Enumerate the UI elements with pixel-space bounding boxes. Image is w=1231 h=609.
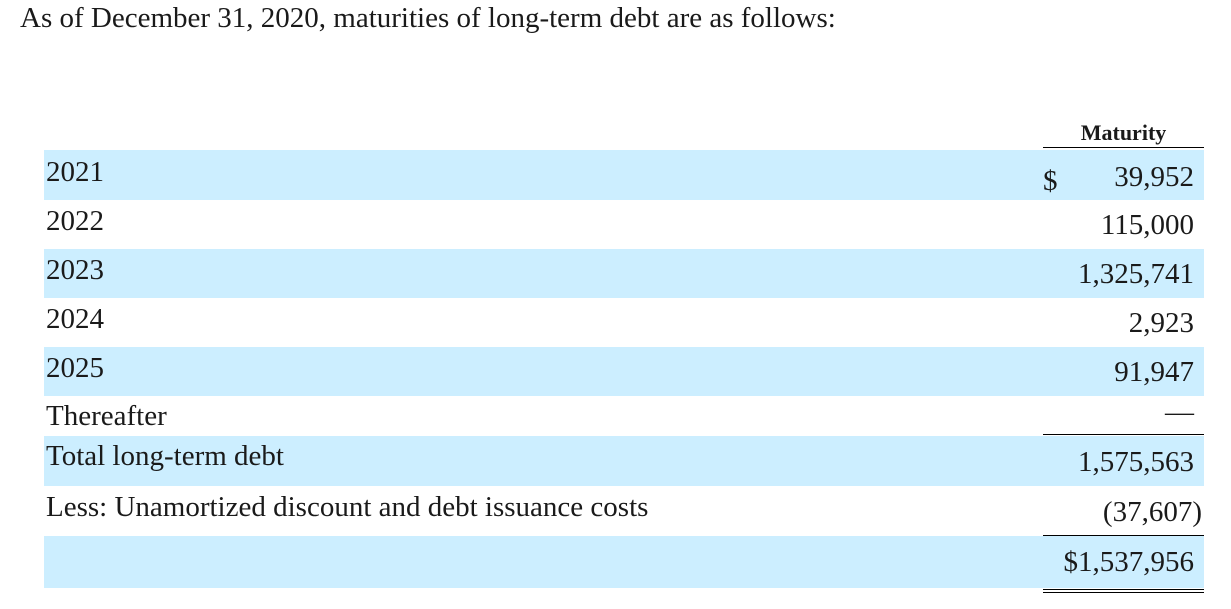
subtotal-rule [1043,434,1204,435]
row-amount: 2,923 [1128,307,1194,339]
row-label: 2022 [46,205,104,237]
table-row-net-total: $1,537,956 [44,536,1204,588]
table-row-2021: 2021 $ 39,952 [44,150,1204,200]
table-row-2024: 2024 2,923 [44,298,1204,347]
table-row-2025: 2025 91,947 [44,347,1204,396]
row-label: Total long-term debt [46,440,284,472]
total-double-rule [1043,589,1204,593]
table-row-total: Total long-term debt 1,575,563 [44,436,1204,486]
row-shade [44,347,1204,396]
row-amount: 1,575,563 [1078,446,1194,478]
currency-symbol: $ [1043,165,1058,197]
table-row-thereafter: Thereafter — [44,396,1204,436]
row-label: 2021 [46,156,104,188]
table-row-2023: 2023 1,325,741 [44,249,1204,298]
row-label: Thereafter [46,400,167,432]
row-shade [44,436,1204,486]
row-label: Less: Unamortized discount and debt issu… [46,491,649,523]
row-amount: (37,607) [1102,496,1202,528]
intro-text: As of December 31, 2020, maturities of l… [20,2,836,34]
row-label: 2024 [46,303,104,335]
less-rule [1043,535,1204,536]
row-amount: 91,947 [1114,356,1194,388]
row-shade [44,536,1204,588]
row-amount: — [1165,396,1194,428]
row-label: 2023 [46,254,104,286]
row-shade [44,249,1204,298]
row-amount: 39,952 [1114,161,1194,193]
row-amount: 1,325,741 [1078,258,1194,290]
maturity-column-header: Maturity [1043,118,1204,148]
table-row-2022: 2022 115,000 [44,200,1204,249]
table-row-less-costs: Less: Unamortized discount and debt issu… [44,486,1204,536]
row-shade [44,150,1204,200]
row-amount: 115,000 [1100,209,1194,241]
row-amount: $1,537,956 [1063,546,1195,578]
row-label: 2025 [46,352,104,384]
